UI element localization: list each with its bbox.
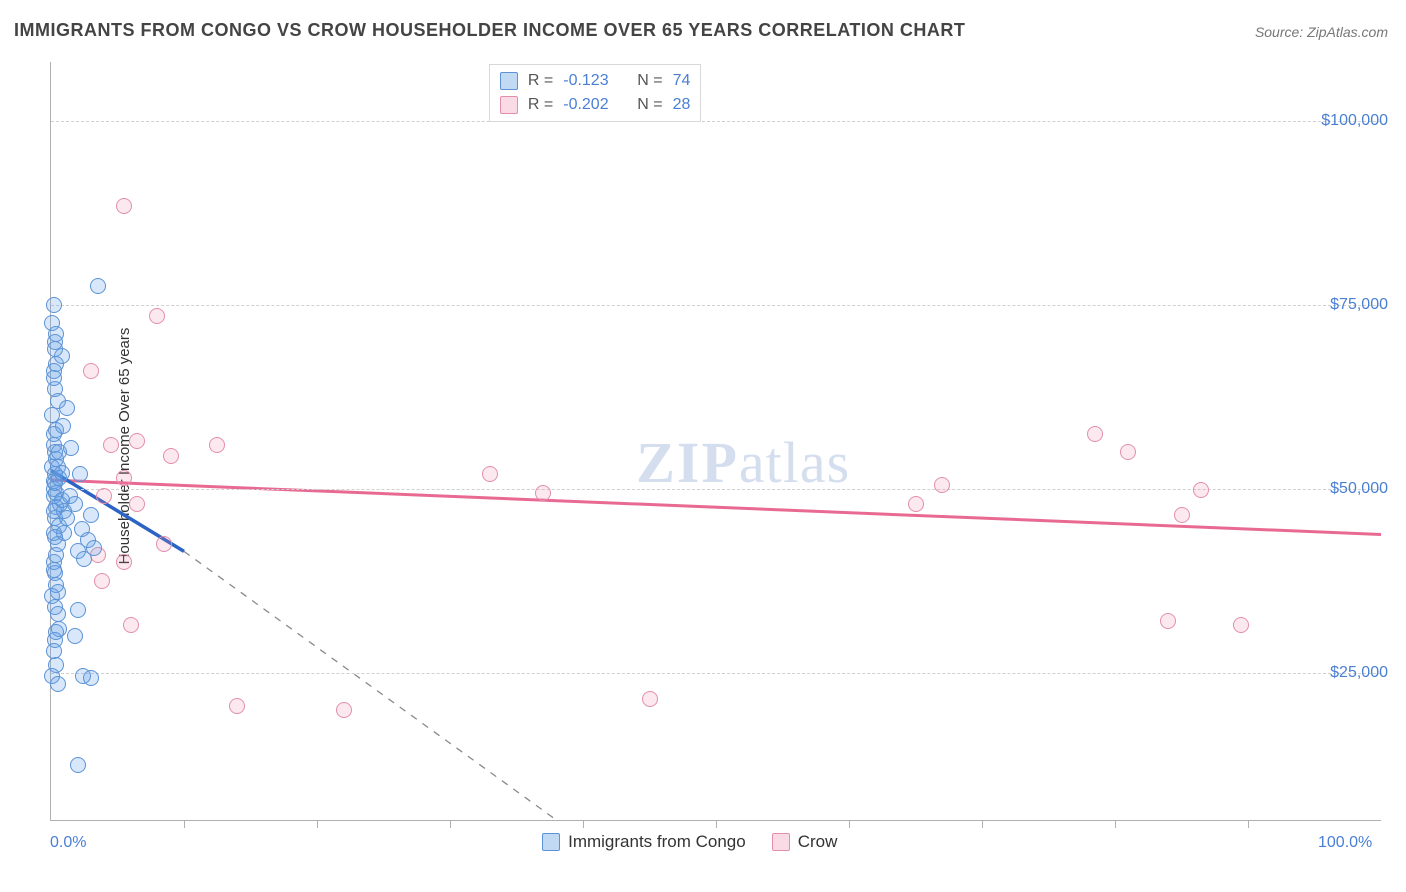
stat-n-label: N = bbox=[637, 93, 662, 117]
point-series-a bbox=[47, 599, 63, 615]
point-series-a bbox=[47, 341, 63, 357]
x-tick bbox=[982, 820, 983, 828]
trend-lines bbox=[51, 62, 1381, 820]
point-series-a bbox=[59, 400, 75, 416]
point-series-a bbox=[46, 643, 62, 659]
y-tick-label: $75,000 bbox=[1330, 296, 1388, 314]
point-series-b bbox=[1087, 426, 1103, 442]
point-series-b bbox=[123, 617, 139, 633]
point-series-a bbox=[70, 757, 86, 773]
point-series-b bbox=[94, 573, 110, 589]
point-series-b bbox=[1174, 507, 1190, 523]
point-series-a bbox=[46, 363, 62, 379]
point-series-b bbox=[1160, 613, 1176, 629]
point-series-a bbox=[83, 507, 99, 523]
y-tick-label: $25,000 bbox=[1330, 664, 1388, 682]
point-series-b bbox=[482, 466, 498, 482]
plot-area: ZIPatlas bbox=[50, 62, 1381, 821]
point-series-b bbox=[103, 437, 119, 453]
x-tick bbox=[1115, 820, 1116, 828]
point-series-b bbox=[209, 437, 225, 453]
legend-label: Crow bbox=[798, 832, 838, 852]
point-series-a bbox=[72, 466, 88, 482]
stat-r-label: R = bbox=[528, 69, 553, 93]
point-series-b bbox=[163, 448, 179, 464]
x-tick bbox=[583, 820, 584, 828]
point-series-b bbox=[1233, 617, 1249, 633]
point-series-b bbox=[1120, 444, 1136, 460]
gridline bbox=[51, 121, 1381, 122]
point-series-b bbox=[908, 496, 924, 512]
gridline bbox=[51, 489, 1381, 490]
point-series-b bbox=[116, 198, 132, 214]
series-legend: Immigrants from Congo Crow bbox=[542, 832, 837, 852]
point-series-a bbox=[48, 547, 64, 563]
point-series-a bbox=[50, 676, 66, 692]
point-series-a bbox=[83, 670, 99, 686]
x-tick bbox=[849, 820, 850, 828]
point-series-b bbox=[116, 554, 132, 570]
point-series-a bbox=[70, 602, 86, 618]
point-series-b bbox=[116, 470, 132, 486]
stat-r-value: -0.123 bbox=[563, 69, 627, 93]
point-series-a bbox=[90, 278, 106, 294]
stat-n-value: 28 bbox=[673, 93, 691, 117]
stat-n-label: N = bbox=[637, 69, 662, 93]
point-series-b bbox=[156, 536, 172, 552]
gridline bbox=[51, 673, 1381, 674]
point-series-b bbox=[642, 691, 658, 707]
point-series-a bbox=[67, 628, 83, 644]
point-series-a bbox=[50, 584, 66, 600]
legend-item: Crow bbox=[772, 832, 838, 852]
source-label: Source: ZipAtlas.com bbox=[1255, 24, 1388, 40]
point-series-b bbox=[129, 496, 145, 512]
point-series-b bbox=[129, 433, 145, 449]
point-series-a bbox=[48, 624, 64, 640]
stat-r-value: -0.202 bbox=[563, 93, 627, 117]
x-tick-label: 0.0% bbox=[50, 834, 86, 852]
legend-swatch bbox=[500, 96, 518, 114]
x-tick bbox=[450, 820, 451, 828]
point-series-b bbox=[1193, 482, 1209, 498]
point-series-a bbox=[67, 496, 83, 512]
x-tick bbox=[716, 820, 717, 828]
point-series-b bbox=[96, 488, 112, 504]
stats-legend-row: R = -0.123 N = 74 bbox=[500, 69, 690, 93]
point-series-a bbox=[86, 540, 102, 556]
point-series-a bbox=[46, 426, 62, 442]
watermark: ZIPatlas bbox=[636, 429, 850, 496]
legend-label: Immigrants from Congo bbox=[568, 832, 746, 852]
legend-item: Immigrants from Congo bbox=[542, 832, 746, 852]
point-series-a bbox=[47, 529, 63, 545]
chart-title: IMMIGRANTS FROM CONGO VS CROW HOUSEHOLDE… bbox=[14, 20, 965, 41]
stat-r-label: R = bbox=[528, 93, 553, 117]
legend-swatch bbox=[542, 833, 560, 851]
y-tick-label: $50,000 bbox=[1330, 480, 1388, 498]
point-series-b bbox=[83, 363, 99, 379]
legend-swatch bbox=[500, 72, 518, 90]
point-series-a bbox=[46, 562, 62, 578]
point-series-b bbox=[336, 702, 352, 718]
point-series-a bbox=[46, 503, 62, 519]
point-series-a bbox=[51, 444, 67, 460]
y-tick-label: $100,000 bbox=[1321, 112, 1388, 130]
point-series-a bbox=[54, 465, 70, 481]
point-series-a bbox=[46, 297, 62, 313]
point-series-b bbox=[535, 485, 551, 501]
x-tick bbox=[1248, 820, 1249, 828]
x-tick bbox=[317, 820, 318, 828]
point-series-a bbox=[48, 326, 64, 342]
stats-legend-row: R = -0.202 N = 28 bbox=[500, 93, 690, 117]
point-series-b bbox=[149, 308, 165, 324]
legend-swatch bbox=[772, 833, 790, 851]
point-series-b bbox=[934, 477, 950, 493]
point-series-b bbox=[229, 698, 245, 714]
x-tick-label: 100.0% bbox=[1318, 834, 1372, 852]
stats-legend: R = -0.123 N = 74 R = -0.202 N = 28 bbox=[489, 64, 701, 122]
stat-n-value: 74 bbox=[673, 69, 691, 93]
gridline bbox=[51, 305, 1381, 306]
x-tick bbox=[184, 820, 185, 828]
